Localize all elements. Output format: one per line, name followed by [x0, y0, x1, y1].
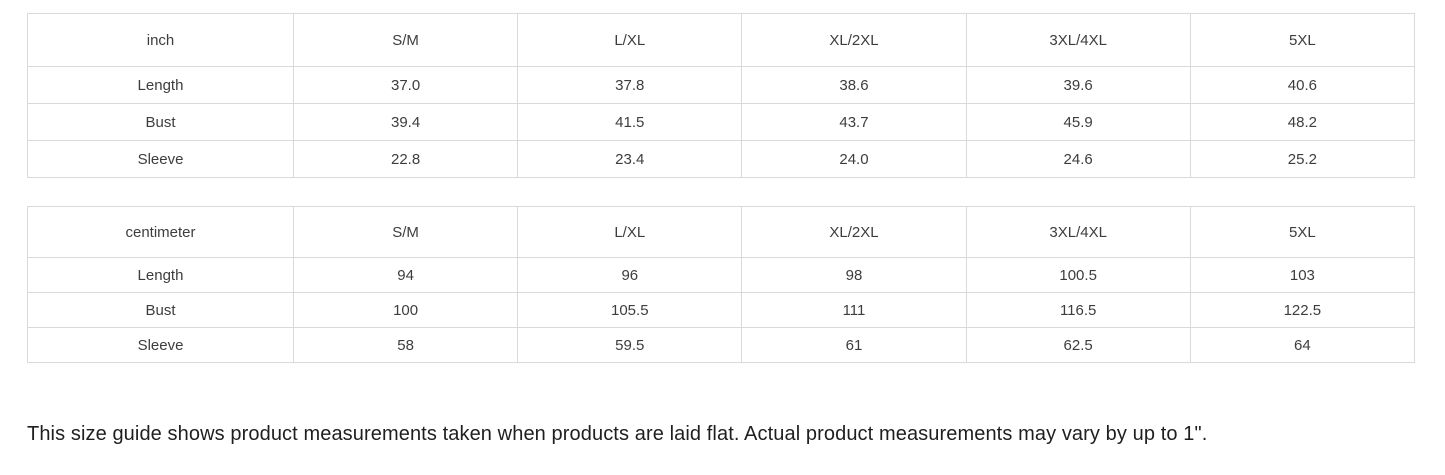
measurement-value-cell: 22.8 [292, 140, 519, 178]
measurement-value-cell: 24.6 [965, 140, 1191, 178]
size-header-cell: L/XL [517, 206, 743, 258]
size-header-cell: 3XL/4XL [965, 13, 1191, 67]
measurement-value-cell: 59.5 [517, 327, 743, 363]
measurement-value-cell: 116.5 [965, 292, 1191, 328]
size-header-cell: XL/2XL [741, 206, 967, 258]
measurement-value-cell: 96 [517, 257, 743, 293]
measurement-value-cell: 37.0 [292, 66, 519, 104]
measurement-value-cell: 43.7 [741, 103, 967, 141]
table-gap [27, 178, 1415, 206]
measurement-value-cell: 25.2 [1189, 140, 1416, 178]
table-row: Sleeve 58 59.5 61 62.5 64 [27, 327, 1416, 363]
measurement-value-cell: 40.6 [1189, 66, 1416, 104]
measurement-value-cell: 24.0 [741, 140, 967, 178]
measurement-value-cell: 105.5 [517, 292, 743, 328]
measurement-value-cell: 122.5 [1189, 292, 1416, 328]
measurement-value-cell: 39.6 [965, 66, 1191, 104]
measurement-value-cell: 62.5 [965, 327, 1191, 363]
table-row: Bust 100 105.5 111 116.5 122.5 [27, 292, 1416, 328]
measurement-value-cell: 103 [1189, 257, 1416, 293]
measurement-value-cell: 38.6 [741, 66, 967, 104]
measurement-value-cell: 48.2 [1189, 103, 1416, 141]
measurement-value-cell: 94 [292, 257, 519, 293]
inch-size-table: inch S/M L/XL XL/2XL 3XL/4XL 5XL Length … [27, 13, 1416, 178]
measurement-value-cell: 98 [741, 257, 967, 293]
unit-header-cell: inch [27, 13, 294, 67]
measurement-label-cell: Bust [27, 292, 294, 328]
measurement-value-cell: 45.9 [965, 103, 1191, 141]
measurement-value-cell: 39.4 [292, 103, 519, 141]
unit-header-cell: centimeter [27, 206, 294, 258]
measurement-value-cell: 23.4 [517, 140, 743, 178]
measurement-label-cell: Length [27, 257, 294, 293]
size-header-cell: S/M [292, 13, 519, 67]
measurement-value-cell: 58 [292, 327, 519, 363]
measurement-label-cell: Length [27, 66, 294, 104]
measurement-value-cell: 100 [292, 292, 519, 328]
inch-header-row: inch S/M L/XL XL/2XL 3XL/4XL 5XL [27, 13, 1416, 67]
measurement-label-cell: Sleeve [27, 327, 294, 363]
size-header-cell: 5XL [1189, 13, 1416, 67]
measurement-value-cell: 111 [741, 292, 967, 328]
measurement-value-cell: 41.5 [517, 103, 743, 141]
size-header-cell: XL/2XL [741, 13, 967, 67]
table-row: Length 94 96 98 100.5 103 [27, 257, 1416, 293]
measurement-label-cell: Bust [27, 103, 294, 141]
measurement-label-cell: Sleeve [27, 140, 294, 178]
table-row: Bust 39.4 41.5 43.7 45.9 48.2 [27, 103, 1416, 141]
centimeter-header-row: centimeter S/M L/XL XL/2XL 3XL/4XL 5XL [27, 206, 1416, 258]
table-row: Length 37.0 37.8 38.6 39.6 40.6 [27, 66, 1416, 104]
measurement-value-cell: 100.5 [965, 257, 1191, 293]
centimeter-size-table: centimeter S/M L/XL XL/2XL 3XL/4XL 5XL L… [27, 206, 1416, 363]
size-header-cell: L/XL [517, 13, 743, 67]
size-header-cell: 3XL/4XL [965, 206, 1191, 258]
size-header-cell: S/M [292, 206, 519, 258]
size-header-cell: 5XL [1189, 206, 1416, 258]
table-row: Sleeve 22.8 23.4 24.0 24.6 25.2 [27, 140, 1416, 178]
size-guide-note: This size guide shows product measuremen… [27, 423, 1208, 445]
measurement-value-cell: 64 [1189, 327, 1416, 363]
measurement-value-cell: 37.8 [517, 66, 743, 104]
measurement-value-cell: 61 [741, 327, 967, 363]
size-guide-section: inch S/M L/XL XL/2XL 3XL/4XL 5XL Length … [27, 13, 1416, 445]
